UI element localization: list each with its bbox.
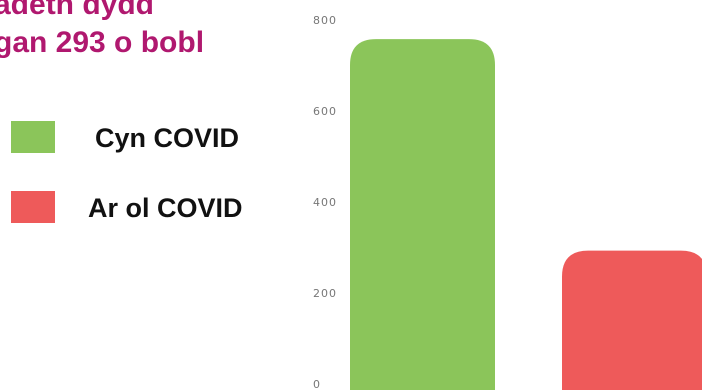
legend-label-before-covid: Cyn COVID <box>95 123 240 153</box>
chart-title: adeth dydd gan 293 o bobl <box>0 0 294 62</box>
chart-title-line-2: gan 293 o bobl <box>0 26 205 59</box>
y-tick-label: 600 <box>313 105 337 118</box>
legend-swatch-after-covid <box>11 191 55 223</box>
legend-label-after-covid: Ar ol COVID <box>88 193 243 223</box>
chart-title-line-1: adeth dydd <box>0 0 155 21</box>
bar-after-covid <box>562 250 702 390</box>
y-tick-label: 0 <box>313 378 321 390</box>
y-tick-label: 800 <box>313 14 337 27</box>
bar-before-covid <box>350 39 495 390</box>
legend-swatch-before-covid <box>11 121 55 153</box>
y-tick-label: 400 <box>313 196 337 209</box>
y-axis: 0 200 400 600 800 <box>313 14 337 390</box>
y-tick-label: 200 <box>313 287 337 300</box>
bars <box>350 39 702 390</box>
